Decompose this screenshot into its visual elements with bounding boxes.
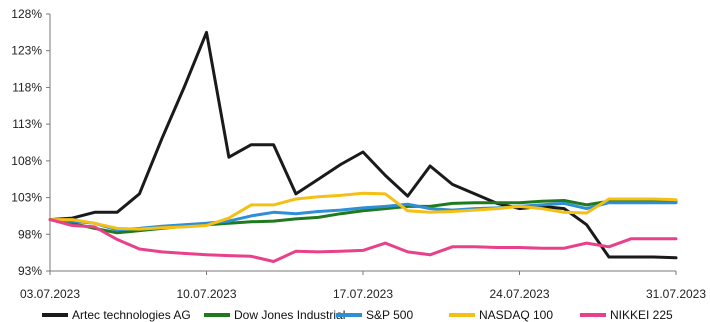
x-tick-label: 24.07.2023 xyxy=(489,287,549,301)
legend-label-3: S&P 500 xyxy=(366,308,413,322)
axes: 93% 98% 103% 108% 113% 118% 123% 128% 03.07.2023… xyxy=(11,7,706,301)
series-line-3 xyxy=(48,201,678,232)
y-tick-label: 93% xyxy=(18,264,42,278)
x-tick-label: 17.07.2023 xyxy=(333,287,393,301)
legend-label-1: Artec technologies AG xyxy=(72,308,191,322)
legend: Artec technologies AG Dow Jones Industria… xyxy=(42,308,673,322)
legend-label-2: Dow Jones Industrial xyxy=(234,308,345,322)
series-lines xyxy=(48,30,678,263)
y-tick-label: 98% xyxy=(18,227,42,241)
x-tick-label: 31.07.2023 xyxy=(646,287,706,301)
legend-label-5: NIKKEI 225 xyxy=(610,308,673,322)
y-tick-label: 128% xyxy=(11,7,42,21)
y-tick-label: 118% xyxy=(12,80,42,94)
series-line-1 xyxy=(48,30,678,260)
series-line-5 xyxy=(48,218,678,263)
x-tick-label: 10.07.2023 xyxy=(176,287,236,301)
y-tick-label: 108% xyxy=(11,154,42,168)
legend-label-4: NASDAQ 100 xyxy=(479,308,553,322)
x-tick-label: 03.07.2023 xyxy=(20,287,80,301)
y-tick-label: 103% xyxy=(11,191,42,205)
y-tick-label: 113% xyxy=(12,117,42,131)
y-tick-label: 123% xyxy=(11,44,42,58)
series-line-4 xyxy=(48,191,678,231)
